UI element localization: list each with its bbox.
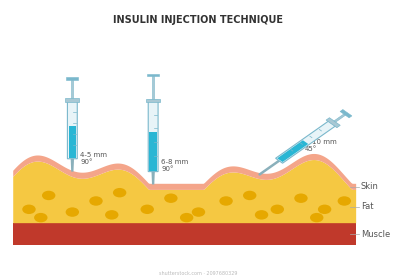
Circle shape [66, 207, 79, 217]
FancyBboxPatch shape [148, 100, 158, 172]
Text: Muscle: Muscle [361, 230, 390, 239]
Bar [65, 98, 79, 102]
Circle shape [271, 205, 284, 214]
Circle shape [310, 213, 324, 222]
Polygon shape [71, 158, 73, 171]
Text: shutterstock.com · 2097680329: shutterstock.com · 2097680329 [159, 271, 238, 276]
Circle shape [192, 207, 205, 217]
Bar [146, 99, 160, 102]
Circle shape [219, 196, 233, 206]
Bar [152, 76, 154, 99]
Circle shape [255, 210, 268, 220]
Circle shape [180, 213, 194, 222]
Text: Fat: Fat [361, 202, 373, 211]
Circle shape [22, 205, 36, 214]
Polygon shape [334, 114, 346, 122]
Bar [149, 132, 157, 171]
Text: 4-5 mm
90°: 4-5 mm 90° [80, 152, 107, 165]
Bar [67, 77, 78, 80]
Polygon shape [326, 118, 340, 128]
Bar [71, 80, 73, 98]
Polygon shape [13, 223, 356, 245]
Circle shape [318, 205, 331, 214]
Circle shape [42, 191, 55, 200]
Text: 6-10 mm
45°: 6-10 mm 45° [305, 139, 337, 152]
Circle shape [294, 193, 308, 203]
Polygon shape [152, 171, 154, 184]
Text: Skin: Skin [361, 182, 379, 191]
Bar [147, 74, 159, 76]
Circle shape [243, 191, 257, 200]
Polygon shape [13, 154, 356, 190]
Circle shape [338, 196, 351, 206]
Circle shape [164, 193, 178, 203]
Polygon shape [340, 109, 352, 118]
Circle shape [113, 188, 126, 197]
Polygon shape [13, 160, 356, 223]
Polygon shape [276, 121, 336, 163]
Text: INSULIN INJECTION TECHNIQUE: INSULIN INJECTION TECHNIQUE [113, 15, 283, 25]
FancyBboxPatch shape [67, 100, 77, 159]
Text: 6-8 mm
90°: 6-8 mm 90° [161, 159, 188, 172]
Bar [69, 126, 76, 158]
Circle shape [89, 196, 103, 206]
Circle shape [105, 210, 119, 220]
Circle shape [34, 213, 47, 222]
Polygon shape [277, 140, 308, 162]
Circle shape [140, 205, 154, 214]
